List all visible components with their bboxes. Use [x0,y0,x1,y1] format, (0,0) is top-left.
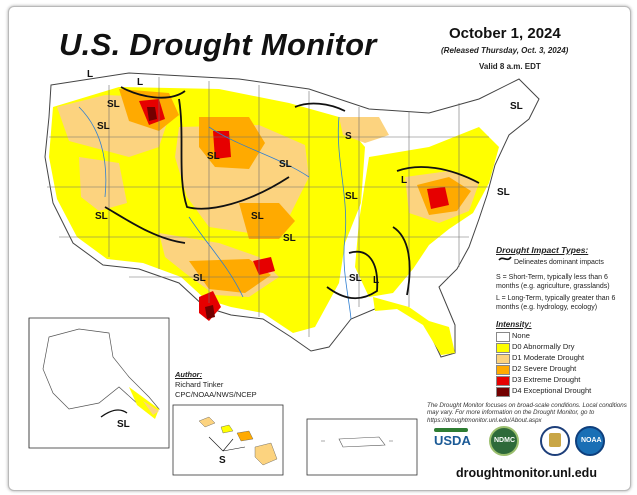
legend-label-d3: D3 Extreme Drought [512,375,581,384]
d3-region-dakota [213,131,231,159]
label-sl-10: SL [497,187,510,198]
d3-region-newmexico [253,257,275,275]
map-date: October 1, 2024 [449,25,561,42]
legend-swatch-d3 [496,376,510,386]
legend-swatch-none [496,332,510,342]
author-title: Author: [175,370,203,379]
release-date: (Released Thursday, Oct. 3, 2024) [441,46,569,55]
page-title: U.S. Drought Monitor [59,27,377,62]
label-sl-3: SL [207,151,220,162]
hawaii-inset: S [172,404,284,476]
author-org: CPC/NOAA/NWS/NCEP [175,390,257,399]
usda-logo-bar [434,428,468,432]
impact-line-glyph [498,256,512,261]
rivers [78,106,352,320]
legend-swatch-d4 [496,387,510,397]
label-sl-alaska: SL [117,419,130,430]
legend-label-d2: D2 Severe Drought [512,364,577,373]
usda-logo-text: USDA [434,433,471,448]
label-sl-11: SL [510,101,523,112]
d1-region-nw-patch [79,157,127,211]
legend-swatch-d0 [496,343,510,353]
label-sl-5: SL [95,211,108,222]
label-sl-1: SL [107,99,120,110]
legend-label-d4: D4 Exceptional Drought [512,386,592,395]
disclaimer-text: The Drought Monitor focuses on broad-sca… [427,402,627,424]
d4-region-texas [205,305,215,319]
impact-boundaries [104,86,480,300]
label-sl-4: SL [279,159,292,170]
puerto-rico-inset [306,418,418,476]
d2-region-texas [189,259,271,293]
website-link[interactable]: droughtmonitor.unl.edu [456,466,597,480]
intensity-title: Intensity: [496,320,532,329]
author-block: Author: Richard Tinker CPC/NOAA/NWS/NCEP [175,370,257,400]
impact-short-term: S = Short-Term, typically less than 6 mo… [496,274,610,290]
author-name: Richard Tinker [175,380,224,389]
usda-logo[interactable]: USDA [432,426,472,456]
ndmc-logo[interactable]: NDMC [489,426,519,456]
label-l-2: L [137,77,143,88]
d1-region-michigan [339,117,389,143]
legend-swatch-d1 [496,354,510,364]
drought-monitor-frame: SL L L SL SL SL SL SL SL SL S SL L SL SL… [8,6,631,491]
d4-region-montana [147,107,157,121]
commerce-seal-icon[interactable] [540,426,570,456]
d3-region-appalachia [427,187,449,209]
label-sl-6: SL [251,211,264,222]
noaa-logo[interactable]: NOAA [575,426,605,456]
label-sl-2: SL [97,121,110,132]
label-sl-7: SL [193,273,206,284]
label-l-3: L [401,175,407,186]
label-s-1: S [345,131,352,142]
label-l-4: L [373,275,379,286]
commerce-seal-shield [549,433,561,447]
d2-region-kansas [239,203,295,239]
noaa-logo-text: NOAA [581,437,602,444]
legend-label-none: None [512,331,530,340]
legend-label-d0: D0 Abnormally Dry [512,342,575,351]
legend-label-d1: D1 Moderate Drought [512,353,585,362]
drought-map: SL L L SL SL SL SL SL SL SL S SL L SL SL… [28,69,540,476]
impact-delineates: Delineates dominant impacts [514,259,604,266]
valid-time: Valid 8 a.m. EDT [479,62,541,71]
impact-types-title: Drought Impact Types: [496,245,589,255]
label-sl-12: SL [349,273,362,284]
label-sl-9: SL [345,191,358,202]
label-s-hawaii: S [219,455,226,466]
d0-region-southeast [373,297,455,355]
impact-long-term: L = Long-Term, typically greater than 6 … [496,295,616,311]
label-l-1: L [87,69,93,80]
legend-swatch-d2 [496,365,510,375]
alaska-inset: SL [28,317,170,449]
ndmc-logo-text: NDMC [494,437,515,444]
label-sl-8: SL [283,233,296,244]
